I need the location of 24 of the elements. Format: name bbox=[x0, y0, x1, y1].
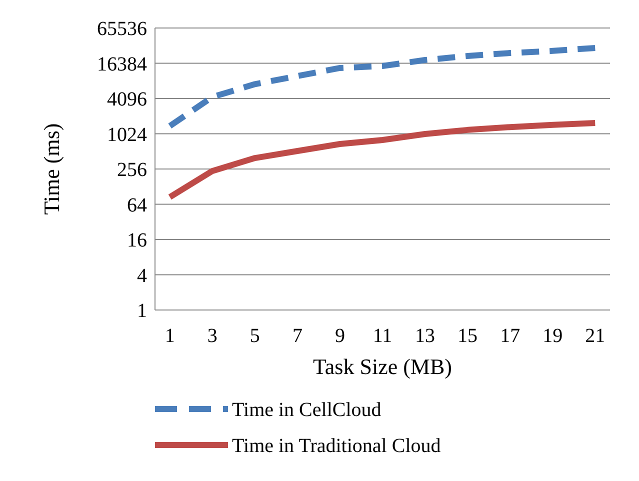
y-tick-label: 64 bbox=[127, 194, 147, 216]
x-tick-label: 21 bbox=[585, 325, 606, 347]
x-tick-label: 13 bbox=[415, 325, 436, 347]
y-tick-label: 16384 bbox=[97, 53, 147, 76]
x-tick-label: 5 bbox=[250, 325, 260, 347]
y-tick-label: 4 bbox=[137, 264, 147, 287]
x-axis-title: Task Size (MB) bbox=[313, 354, 452, 379]
y-tick-label: 16 bbox=[127, 230, 147, 252]
legend-label: Time in Traditional Cloud bbox=[232, 435, 441, 457]
x-tick-label: 1 bbox=[164, 325, 175, 347]
y-tick-label: 4096 bbox=[107, 88, 147, 110]
y-tick-label: 256 bbox=[117, 159, 147, 181]
x-tick-label: 17 bbox=[500, 325, 520, 347]
x-tick-label: 19 bbox=[542, 325, 563, 347]
legend-label: Time in CellCloud bbox=[232, 399, 382, 421]
x-tick-label: 15 bbox=[458, 325, 478, 347]
x-tick-label: 7 bbox=[292, 325, 302, 347]
x-tick-label: 3 bbox=[207, 325, 218, 347]
y-axis-title: Time (ms) bbox=[39, 123, 64, 215]
y-tick-label: 1024 bbox=[107, 124, 147, 146]
x-tick-label: 9 bbox=[334, 325, 345, 347]
x-tick-label: 11 bbox=[372, 325, 392, 347]
y-tick-label: 65536 bbox=[97, 18, 147, 40]
y-tick-label: 1 bbox=[137, 300, 147, 322]
